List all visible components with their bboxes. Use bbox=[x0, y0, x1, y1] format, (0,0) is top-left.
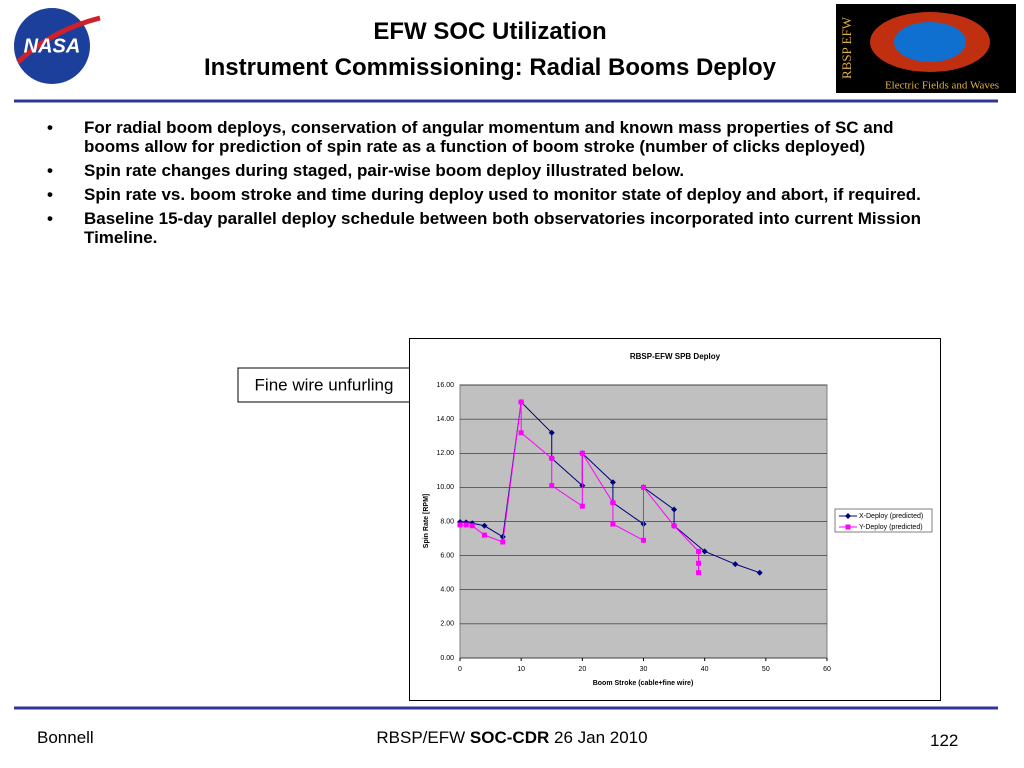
marker bbox=[518, 399, 524, 405]
y-tick-label: 14.00 bbox=[436, 416, 454, 423]
marker bbox=[499, 533, 506, 540]
marker bbox=[641, 484, 646, 490]
footer-text: SOC-CDR bbox=[469, 728, 550, 747]
y-tick-label: 4.00 bbox=[440, 587, 454, 594]
marker bbox=[696, 548, 702, 554]
marker bbox=[548, 429, 555, 436]
y-tick-label: 2.00 bbox=[440, 621, 454, 628]
bullet: For radial boom deploys, conservation of… bbox=[47, 118, 947, 156]
marker bbox=[549, 455, 555, 461]
marker bbox=[481, 532, 487, 538]
y-tick-label: 0.00 bbox=[440, 655, 454, 662]
nasa-swoosh bbox=[16, 15, 101, 64]
x-axis-label: Boom Stroke (cable+fine wire) bbox=[593, 680, 694, 687]
marker bbox=[641, 537, 646, 543]
nasa-text: NASA bbox=[24, 35, 81, 57]
efw-logo-text: RBSP EFW bbox=[839, 16, 854, 79]
title-line: EFW SOC Utilization bbox=[373, 18, 607, 45]
efw-belts-inner bbox=[894, 22, 966, 62]
marker bbox=[671, 506, 678, 513]
chart-frame bbox=[409, 338, 941, 701]
chart: RBSP-EFW SPB Deploy Boom Stroke (cable+f… bbox=[409, 338, 941, 701]
x-tick-label: 30 bbox=[640, 666, 648, 673]
callout-text: Fine wire unfurling bbox=[255, 375, 394, 394]
y-tick-label: 6.00 bbox=[440, 552, 454, 559]
marker bbox=[696, 560, 702, 566]
marker bbox=[579, 450, 585, 456]
chart-title: RBSP-EFW SPB Deploy bbox=[630, 352, 721, 361]
x-tick-label: 20 bbox=[578, 666, 586, 673]
marker bbox=[609, 479, 616, 486]
y-tick-label: 12.00 bbox=[436, 450, 454, 457]
marker bbox=[463, 522, 469, 528]
bullet-list: For radial boom deploys, conservation of… bbox=[47, 118, 947, 252]
marker bbox=[610, 521, 616, 527]
callout-box bbox=[237, 367, 412, 403]
marker bbox=[701, 548, 708, 555]
legend-box bbox=[834, 508, 933, 533]
marker bbox=[549, 483, 555, 489]
marker bbox=[500, 539, 506, 545]
y-tick-label: 8.00 bbox=[440, 518, 454, 525]
title-line: Instrument Commissioning: Radial Booms D… bbox=[203, 54, 777, 81]
bullet: Baseline 15-day parallel deploy schedule… bbox=[47, 209, 947, 247]
footer-page: 122 bbox=[930, 731, 959, 750]
x-tick-label: 0 bbox=[458, 666, 462, 673]
marker bbox=[610, 500, 616, 506]
marker bbox=[481, 522, 488, 529]
marker bbox=[518, 430, 524, 436]
bullet: Spin rate changes during staged, pair-wi… bbox=[47, 161, 947, 180]
efw-logo-subtext: Electric Fields and Waves bbox=[885, 80, 999, 92]
marker bbox=[696, 570, 702, 576]
bullet: Spin rate vs. boom stroke and time durin… bbox=[47, 185, 947, 204]
x-tick-label: 60 bbox=[823, 666, 831, 673]
marker bbox=[463, 519, 470, 526]
y-tick-label: 10.00 bbox=[436, 484, 454, 491]
legend-label: X-Deploy (predicted) bbox=[859, 513, 923, 520]
x-tick-label: 40 bbox=[701, 666, 709, 673]
x-tick-label: 50 bbox=[762, 666, 770, 673]
marker bbox=[457, 522, 463, 528]
marker bbox=[469, 523, 475, 529]
marker bbox=[671, 523, 677, 529]
x-tick-label: 10 bbox=[517, 666, 525, 673]
y-axis-label: Spin Rate [RPM] bbox=[423, 494, 430, 548]
y-tick-label: 16.00 bbox=[436, 382, 454, 389]
footer-center: RBSP/EFW SOC-CDR 26 Jan 2010 bbox=[312, 728, 712, 748]
marker bbox=[579, 503, 585, 509]
marker bbox=[845, 513, 851, 519]
marker bbox=[845, 524, 851, 530]
footer-text: RBSP/EFW bbox=[376, 728, 466, 747]
marker bbox=[732, 561, 739, 568]
footer-text: 26 Jan 2010 bbox=[554, 728, 648, 747]
footer-author: Bonnell bbox=[37, 728, 94, 747]
marker bbox=[756, 569, 763, 576]
legend-label: Y-Deploy (predicted) bbox=[859, 524, 923, 531]
